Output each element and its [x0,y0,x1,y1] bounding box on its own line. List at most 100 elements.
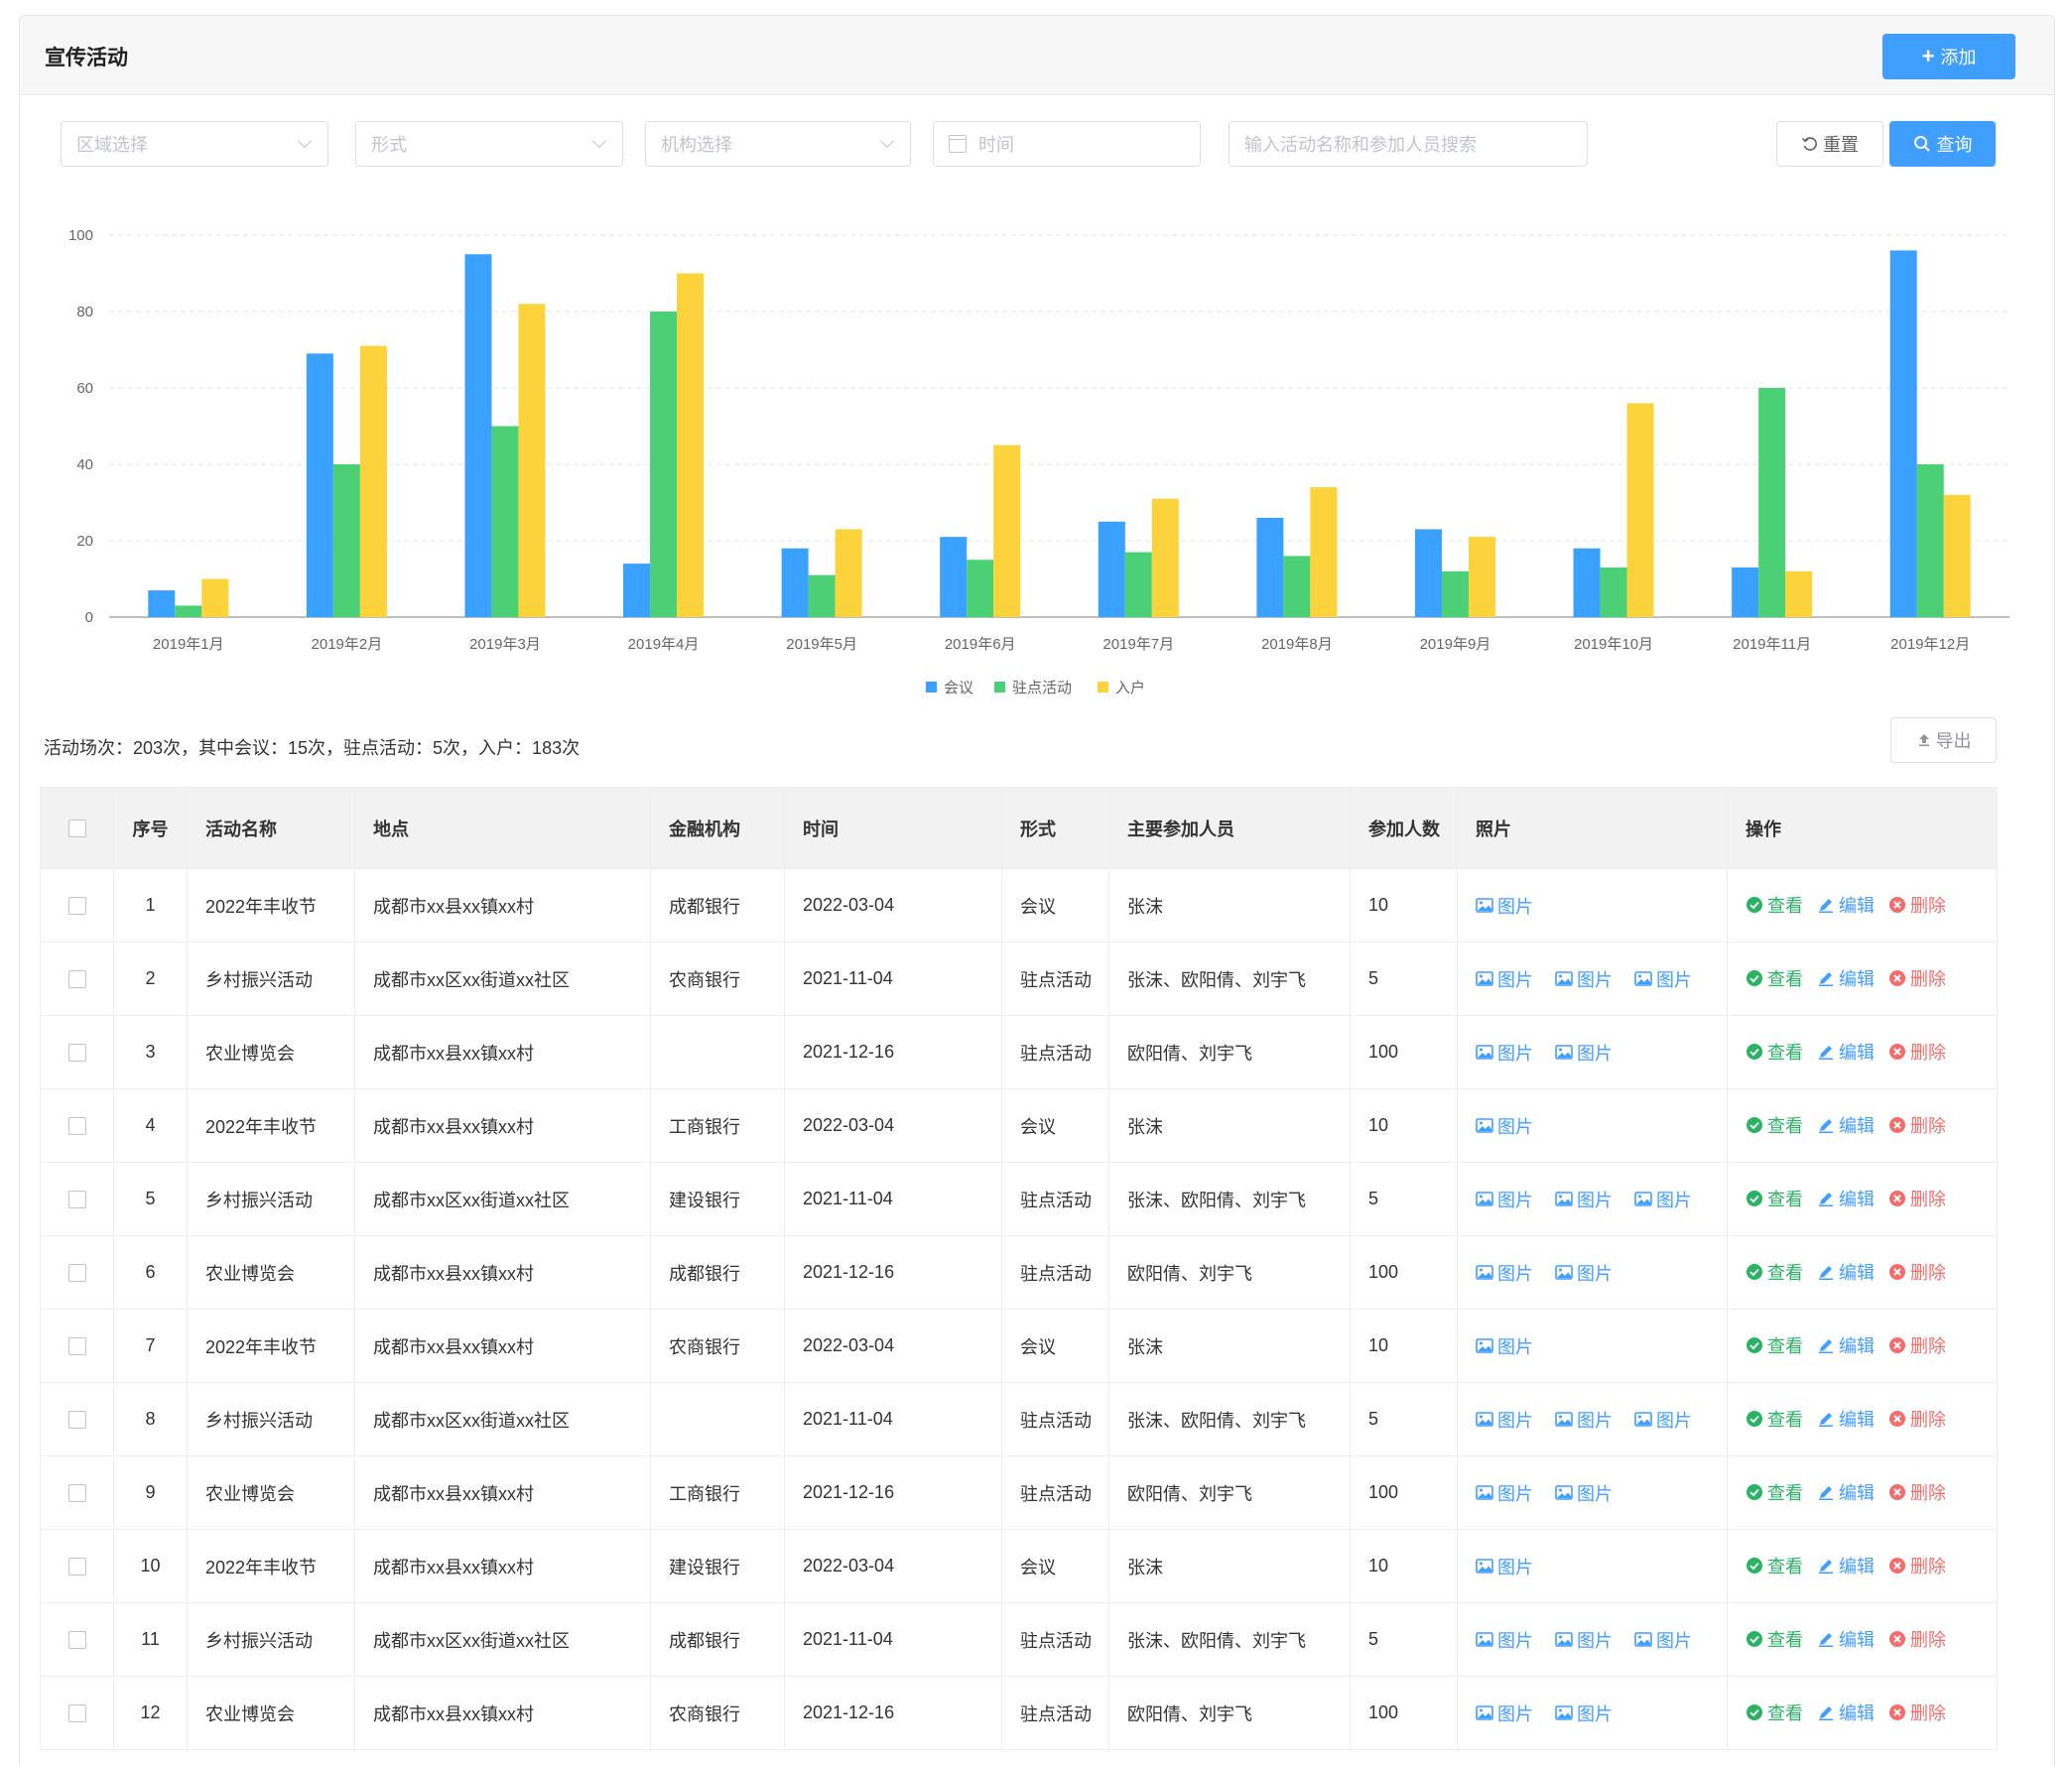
delete-button[interactable]: 删除 [1888,1039,1946,1065]
query-button[interactable]: 查询 [1889,121,1996,167]
delete-button[interactable]: 删除 [1888,965,1946,991]
time-picker[interactable]: 时间 [933,121,1201,167]
photo-link[interactable]: 图片 [1555,1260,1613,1286]
delete-button[interactable]: 删除 [1888,1553,1946,1578]
photo-link[interactable]: 图片 [1476,1333,1533,1359]
view-button[interactable]: 查看 [1746,1259,1803,1285]
photo-link[interactable]: 图片 [1476,1260,1533,1286]
row-checkbox-cell[interactable] [40,1602,114,1677]
photo-link[interactable]: 图片 [1555,1187,1613,1212]
image-icon [1555,1632,1573,1647]
add-button[interactable]: + 添加 [1882,34,2015,79]
row-checkbox-cell[interactable] [40,1676,114,1750]
bar-station [650,312,678,617]
view-button[interactable]: 查看 [1746,1626,1803,1652]
view-button[interactable]: 查看 [1746,1186,1803,1211]
delete-button[interactable]: 删除 [1888,1479,1946,1505]
photo-link[interactable]: 图片 [1476,1480,1533,1506]
row-checkbox[interactable] [67,1631,86,1650]
delete-button[interactable]: 删除 [1888,1259,1946,1285]
row-checkbox-cell[interactable] [40,1309,114,1383]
edit-button[interactable]: 编辑 [1817,1553,1875,1578]
delete-button[interactable]: 删除 [1888,1332,1946,1358]
cell-index: 3 [113,1015,188,1089]
row-checkbox[interactable] [67,1558,86,1576]
photo-link[interactable]: 图片 [1476,1701,1533,1726]
select-all-checkbox-cell[interactable] [40,787,114,869]
delete-button[interactable]: 删除 [1888,1406,1946,1432]
view-button[interactable]: 查看 [1746,1039,1803,1065]
legend-swatch [994,682,1005,693]
view-button[interactable]: 查看 [1746,1406,1803,1432]
photo-link[interactable]: 图片 [1555,1040,1613,1066]
row-checkbox[interactable] [67,1411,86,1430]
photo-link[interactable]: 图片 [1476,966,1533,992]
row-checkbox-cell[interactable] [40,942,114,1016]
photo-link[interactable]: 图片 [1476,893,1533,919]
edit-button[interactable]: 编辑 [1817,1332,1875,1358]
row-checkbox-cell[interactable] [40,1235,114,1310]
region-select[interactable]: 区域选择 [61,121,328,167]
photo-link[interactable]: 图片 [1555,1627,1613,1653]
view-button[interactable]: 查看 [1746,1332,1803,1358]
row-checkbox[interactable] [67,970,86,989]
edit-button[interactable]: 编辑 [1817,892,1875,918]
delete-button[interactable]: 删除 [1888,1112,1946,1138]
row-checkbox-cell[interactable] [40,1088,114,1163]
edit-button[interactable]: 编辑 [1817,1186,1875,1211]
row-checkbox[interactable] [67,1264,86,1283]
row-checkbox-cell[interactable] [40,1382,114,1456]
photo-link[interactable]: 图片 [1476,1040,1533,1066]
row-checkbox[interactable] [67,1704,86,1723]
photo-link[interactable]: 图片 [1476,1407,1533,1433]
edit-button[interactable]: 编辑 [1817,1259,1875,1285]
row-checkbox[interactable] [67,897,86,916]
photo-link[interactable]: 图片 [1476,1627,1533,1653]
edit-button[interactable]: 编辑 [1817,1112,1875,1138]
delete-button[interactable]: 删除 [1888,1626,1946,1652]
reset-button[interactable]: 重置 [1776,121,1883,167]
photo-link[interactable]: 图片 [1555,1701,1613,1726]
row-checkbox[interactable] [67,1191,86,1209]
edit-button[interactable]: 编辑 [1817,965,1875,991]
row-checkbox-cell[interactable] [40,1529,114,1603]
photo-link[interactable]: 图片 [1476,1187,1533,1212]
edit-button[interactable]: 编辑 [1817,1479,1875,1505]
edit-button[interactable]: 编辑 [1817,1406,1875,1432]
view-button[interactable]: 查看 [1746,965,1803,991]
row-checkbox-cell[interactable] [40,1162,114,1236]
delete-button[interactable]: 删除 [1888,1700,1946,1725]
view-button[interactable]: 查看 [1746,1479,1803,1505]
photo-link[interactable]: 图片 [1634,1187,1692,1212]
view-button[interactable]: 查看 [1746,1700,1803,1725]
view-button[interactable]: 查看 [1746,1553,1803,1578]
photo-link[interactable]: 图片 [1555,966,1613,992]
row-checkbox[interactable] [67,1484,86,1503]
photo-link[interactable]: 图片 [1634,1627,1692,1653]
photo-link[interactable]: 图片 [1634,1407,1692,1433]
form-select[interactable]: 形式 [355,121,623,167]
edit-button[interactable]: 编辑 [1817,1700,1875,1725]
photo-link[interactable]: 图片 [1476,1554,1533,1579]
delete-button[interactable]: 删除 [1888,1186,1946,1211]
cell-people: 欧阳倩、刘宇飞 [1108,1676,1351,1750]
photo-link[interactable]: 图片 [1555,1407,1613,1433]
photo-link[interactable]: 图片 [1555,1480,1613,1506]
delete-button[interactable]: 删除 [1888,892,1946,918]
photo-link[interactable]: 图片 [1476,1113,1533,1139]
select-all-checkbox[interactable] [67,819,86,838]
row-checkbox[interactable] [67,1044,86,1063]
edit-button[interactable]: 编辑 [1817,1626,1875,1652]
row-checkbox[interactable] [67,1337,86,1356]
view-button[interactable]: 查看 [1746,892,1803,918]
org-select[interactable]: 机构选择 [645,121,911,167]
edit-button[interactable]: 编辑 [1817,1039,1875,1065]
row-checkbox-cell[interactable] [40,868,114,943]
row-checkbox-cell[interactable] [40,1455,114,1530]
search-input[interactable]: 输入活动名称和参加人员搜索 [1229,121,1588,167]
row-checkbox[interactable] [67,1117,86,1136]
export-button[interactable]: 导出 [1890,717,1997,763]
view-button[interactable]: 查看 [1746,1112,1803,1138]
row-checkbox-cell[interactable] [40,1015,114,1089]
photo-link[interactable]: 图片 [1634,966,1692,992]
